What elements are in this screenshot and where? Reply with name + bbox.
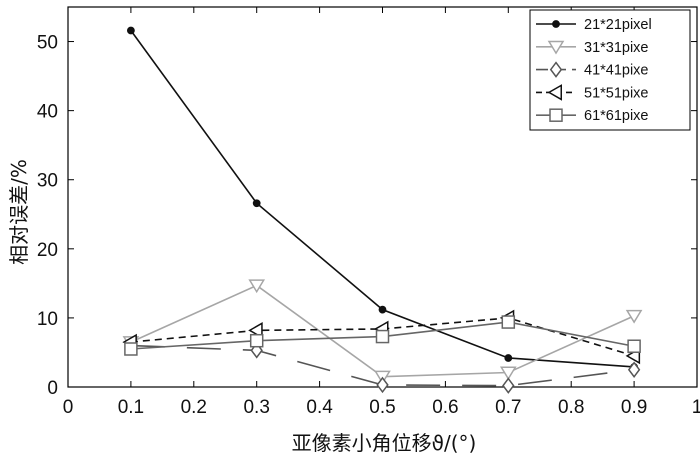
- x-tick-label: 0.3: [243, 397, 269, 418]
- data-point: [126, 26, 135, 35]
- x-tick-label: 0: [63, 397, 74, 418]
- y-axis-title: 相对误差/%: [7, 159, 31, 265]
- legend-label: 61*61pixe: [584, 108, 649, 124]
- data-point: [499, 366, 517, 381]
- legend-item: 41*41pixe: [536, 61, 649, 79]
- y-tick-label: 20: [37, 240, 58, 261]
- legend: 21*21pixel 31*31pixe 41*41pixe 51*51pixe 61*…: [529, 9, 691, 131]
- y-tick-label: 50: [37, 33, 58, 54]
- y-tick-label: 10: [37, 309, 58, 330]
- x-tick-label: 1: [692, 397, 700, 418]
- x-tick-label: 0.6: [432, 397, 458, 418]
- data-point: [248, 322, 263, 339]
- data-point: [625, 309, 643, 324]
- axis-ticks: [67, 7, 698, 388]
- series-5: [124, 315, 641, 356]
- y-tick-labels: 0 10 20 30 40 50: [37, 33, 58, 399]
- data-point: [501, 315, 516, 329]
- legend-label: 31*31pixe: [584, 40, 649, 56]
- legend-label: 41*41pixe: [584, 63, 649, 79]
- x-tick-label: 0.1: [118, 397, 144, 418]
- data-point: [504, 354, 513, 362]
- legend-item: 31*31pixe: [536, 40, 649, 56]
- data-point: [249, 333, 264, 348]
- x-tick-label: 0.9: [621, 397, 647, 418]
- x-tick-label: 0.7: [495, 397, 521, 418]
- legend-marker: [552, 20, 560, 28]
- y-tick-label: 40: [37, 102, 58, 123]
- legend-label: 21*21pixel: [584, 17, 652, 33]
- data-point: [375, 329, 390, 344]
- legend-item: 21*21pixel: [536, 17, 652, 33]
- data-point: [627, 339, 641, 353]
- legend-marker: [547, 40, 565, 55]
- data-point: [252, 199, 261, 208]
- data-point: [627, 361, 641, 378]
- x-tick-label: 0.8: [558, 397, 584, 418]
- data-point: [248, 279, 266, 294]
- x-axis-title: 亚像素小角位移ϑ/(°): [292, 431, 477, 455]
- y-tick-label: 0: [47, 378, 58, 399]
- legend-marker: [547, 84, 562, 101]
- series-1: [126, 26, 638, 371]
- legend-marker: [549, 61, 563, 78]
- legend-item: 61*61pixe: [536, 108, 649, 124]
- x-tick-labels: 0 0.1 0.2 0.3 0.4 0.5 0.6 0.7 0.8 0.9 1: [63, 397, 700, 418]
- x-tick-label: 0.2: [181, 397, 207, 418]
- data-point: [376, 376, 389, 394]
- legend-marker: [549, 108, 563, 122]
- legend-item: 51*51pixe: [536, 84, 649, 101]
- series-group: [122, 26, 643, 394]
- x-tick-label: 0.4: [306, 397, 333, 418]
- data-point: [502, 377, 515, 394]
- y-tick-label: 30: [37, 171, 58, 192]
- data-point: [124, 342, 138, 356]
- legend-label: 51*51pixe: [584, 85, 649, 101]
- x-tick-label: 0.5: [369, 397, 395, 418]
- data-point: [378, 305, 387, 314]
